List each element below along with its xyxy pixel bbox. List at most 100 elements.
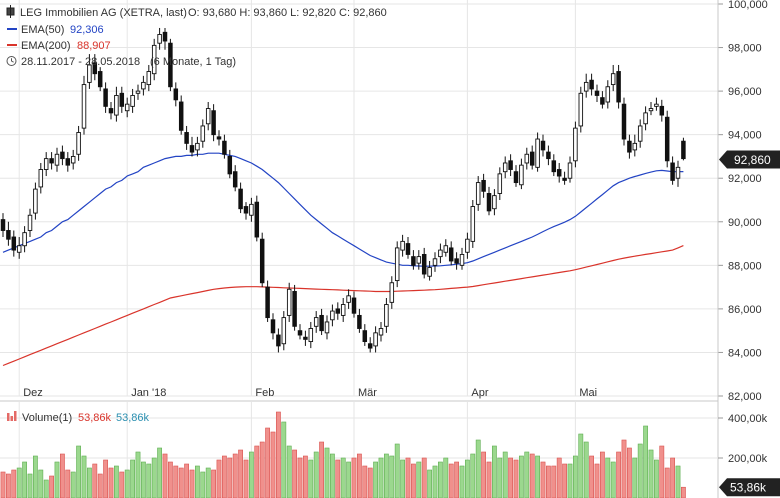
candle-body — [357, 314, 362, 329]
ema200-legend-value: 88,907 — [77, 40, 111, 52]
volume-bar — [486, 461, 492, 498]
candle-body — [562, 177, 567, 181]
volume-bar — [97, 473, 103, 498]
candle-body — [459, 253, 465, 266]
candle-body — [427, 267, 432, 277]
candle-body — [389, 282, 395, 303]
candle-body — [351, 297, 357, 314]
instrument-label: LEG Immobilien AG (XETRA, last) — [20, 7, 187, 19]
volume-bar — [626, 447, 632, 498]
candle — [562, 171, 567, 185]
ema50-legend-value: 92,306 — [70, 24, 104, 36]
candle — [319, 308, 324, 336]
candle-body — [54, 153, 60, 166]
volume-bar — [659, 445, 665, 498]
volume-bar — [114, 465, 119, 498]
candle — [243, 202, 249, 220]
clock-hands — [11, 58, 14, 63]
candle — [578, 86, 584, 133]
volume-bar — [437, 461, 443, 498]
candle — [114, 86, 119, 122]
candle — [605, 80, 611, 109]
candle-body — [502, 162, 508, 173]
volume-bar — [421, 457, 427, 498]
candle — [308, 321, 314, 349]
volume-bar — [195, 465, 200, 498]
candle-body — [648, 108, 654, 112]
candle-body — [195, 142, 200, 151]
candle — [49, 152, 54, 170]
candle — [168, 38, 173, 92]
volume-bar — [270, 431, 276, 498]
volume-legend-value: 53,86k — [78, 412, 112, 424]
candle — [189, 136, 195, 157]
candle-body — [637, 125, 643, 142]
candle-body — [335, 308, 341, 314]
candle-body — [76, 132, 81, 155]
volume-bar — [448, 463, 454, 498]
candle — [87, 54, 92, 89]
candle-body — [11, 236, 17, 251]
volume-bar — [545, 465, 551, 498]
volume-bar — [275, 411, 281, 498]
candle-body — [567, 162, 573, 179]
candle — [200, 119, 206, 148]
candle-body — [135, 90, 141, 94]
volume-bar — [211, 469, 216, 498]
volume-bar — [297, 457, 303, 498]
candle-body — [373, 332, 378, 347]
candle-body — [97, 71, 103, 88]
candle-body — [481, 179, 486, 192]
candle — [465, 232, 470, 259]
candle — [135, 84, 141, 100]
candle — [497, 167, 503, 200]
ema200-legend-label: EMA(200) — [21, 40, 71, 52]
candle — [567, 156, 573, 183]
candle-body — [670, 162, 675, 181]
candle — [675, 160, 681, 187]
candle-body — [378, 328, 384, 336]
candle — [416, 250, 422, 270]
candle-body — [346, 295, 351, 303]
candle-body — [124, 103, 130, 112]
candle — [643, 106, 648, 131]
volume-bar — [583, 441, 589, 498]
candle — [259, 232, 265, 288]
candle — [265, 280, 270, 322]
candle-body — [421, 253, 427, 275]
x-tick-label: Mai — [579, 387, 597, 399]
candle — [432, 252, 438, 272]
candle — [513, 165, 519, 187]
candle — [330, 304, 335, 327]
candle — [162, 27, 168, 50]
candle — [470, 200, 476, 248]
last-volume-label: 53,86k — [730, 481, 767, 495]
candle — [211, 104, 216, 142]
candle — [43, 152, 49, 177]
ema50-legend-label: EMA(50) — [21, 24, 64, 36]
candle — [654, 97, 659, 111]
candle — [546, 145, 551, 166]
volume-tick-label: 400,00k — [728, 413, 768, 425]
volume-bar — [38, 469, 44, 498]
price-tick-label: 98,000 — [728, 43, 762, 55]
candle — [389, 276, 395, 309]
candle-body — [178, 101, 184, 131]
candle — [173, 82, 179, 107]
volume-bar — [464, 459, 470, 498]
candle — [249, 197, 254, 222]
candle-body — [254, 201, 260, 238]
candle — [297, 324, 303, 340]
candle-body — [222, 140, 227, 155]
candle-body — [243, 206, 249, 214]
x-tick-label: Feb — [255, 387, 274, 399]
volume-bars — [0, 411, 686, 498]
candle — [76, 125, 81, 161]
candle — [103, 82, 108, 113]
candle — [0, 213, 6, 238]
candle — [427, 260, 432, 281]
candle-body — [632, 142, 638, 151]
candle-body — [92, 62, 98, 75]
candle-body — [49, 158, 54, 164]
candle — [600, 91, 605, 109]
